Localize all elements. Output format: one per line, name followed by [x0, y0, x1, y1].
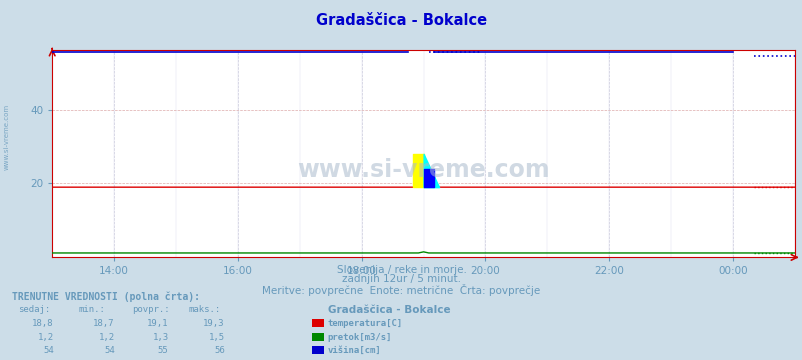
Text: 19,3: 19,3 [203, 319, 225, 328]
Text: www.si-vreme.com: www.si-vreme.com [297, 158, 549, 183]
Text: 1,3: 1,3 [152, 333, 168, 342]
Text: 54: 54 [104, 346, 115, 355]
Text: min.:: min.: [79, 305, 105, 314]
Text: 1,2: 1,2 [38, 333, 54, 342]
Text: www.si-vreme.com: www.si-vreme.com [3, 104, 10, 170]
Text: 55: 55 [158, 346, 168, 355]
Text: Gradaščica - Bokalce: Gradaščica - Bokalce [327, 305, 450, 315]
Text: višina[cm]: višina[cm] [327, 346, 381, 355]
Text: 1,5: 1,5 [209, 333, 225, 342]
Text: 18,8: 18,8 [32, 319, 54, 328]
Text: pretok[m3/s]: pretok[m3/s] [327, 333, 391, 342]
Text: TRENUTNE VREDNOSTI (polna črta):: TRENUTNE VREDNOSTI (polna črta): [12, 292, 200, 302]
Text: sedaj:: sedaj: [18, 305, 50, 314]
Text: 18,7: 18,7 [93, 319, 115, 328]
Text: 56: 56 [214, 346, 225, 355]
Text: 54: 54 [43, 346, 54, 355]
Text: temperatura[C]: temperatura[C] [327, 319, 403, 328]
Text: Gradaščica - Bokalce: Gradaščica - Bokalce [315, 13, 487, 28]
Text: zadnjih 12ur / 5 minut.: zadnjih 12ur / 5 minut. [342, 274, 460, 284]
Text: Meritve: povprečne  Enote: metrične  Črta: povprečje: Meritve: povprečne Enote: metrične Črta:… [262, 284, 540, 296]
Text: 1,2: 1,2 [99, 333, 115, 342]
Text: Slovenija / reke in morje.: Slovenija / reke in morje. [336, 265, 466, 275]
Text: 19,1: 19,1 [147, 319, 168, 328]
Text: povpr.:: povpr.: [132, 305, 170, 314]
Text: maks.:: maks.: [188, 305, 221, 314]
